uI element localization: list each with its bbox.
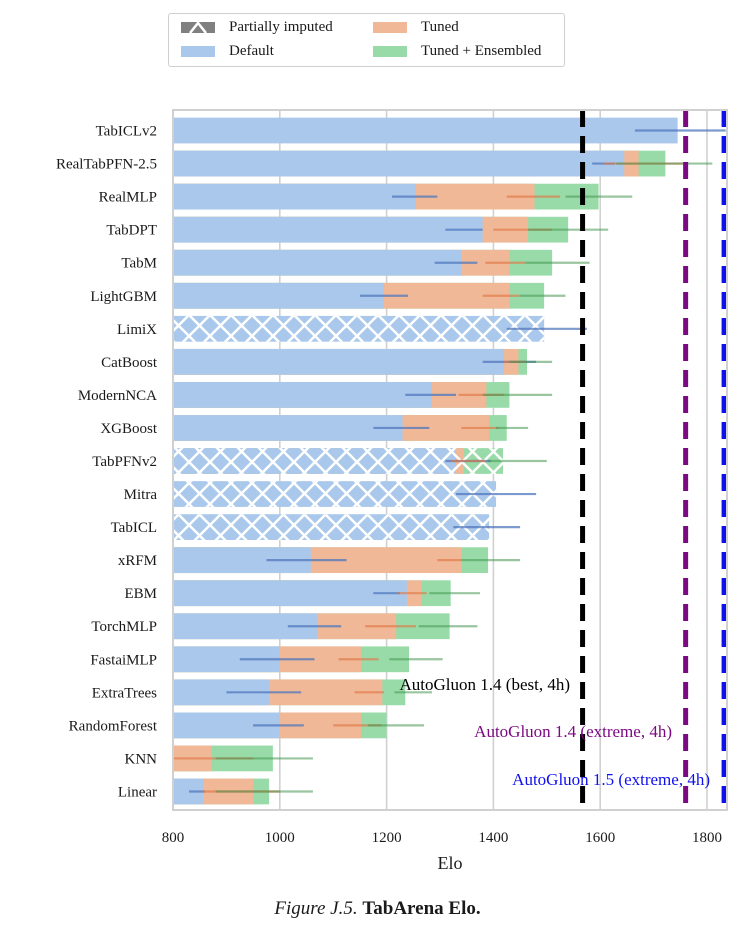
category-label: CatBoost	[101, 355, 158, 371]
category-label: TabDPT	[106, 223, 157, 239]
legend: Partially imputed Default Tuned Tuned + …	[168, 13, 565, 67]
hatch-swatch-icon	[181, 22, 215, 33]
reference-line-label: AutoGluon 1.4 (best, 4h)	[400, 675, 570, 694]
legend-item-imputed: Partially imputed	[181, 19, 333, 36]
x-tick-label: 1600	[585, 830, 615, 846]
category-label: RealMLP	[99, 190, 157, 206]
legend-item-default: Default	[181, 43, 274, 60]
bar-hatch-default	[174, 448, 457, 474]
reference-line-label: AutoGluon 1.4 (extreme, 4h)	[474, 722, 672, 741]
category-label: RandomForest	[69, 718, 158, 734]
category-label: LightGBM	[90, 289, 157, 305]
figure-caption: Figure J.5. TabArena Elo.	[0, 898, 755, 920]
category-label: RealTabPFN-2.5	[56, 157, 157, 173]
bars	[174, 117, 678, 805]
category-label: XGBoost	[100, 421, 158, 437]
category-label: TabM	[121, 256, 157, 272]
category-label: TabICLv2	[96, 124, 157, 140]
legend-item-tuned: Tuned	[373, 19, 459, 36]
legend-label: Tuned	[421, 19, 459, 35]
bar-default	[174, 249, 462, 276]
bar-default	[174, 382, 432, 408]
bar-default	[174, 580, 407, 607]
legend-item-ensembled: Tuned + Ensembled	[373, 43, 541, 60]
category-label: ModernNCA	[78, 388, 157, 404]
category-label: Mitra	[124, 487, 158, 503]
x-tick-label: 1800	[692, 830, 722, 846]
bar-hatch-default	[174, 514, 490, 540]
figure-title: TabArena Elo.	[362, 898, 481, 919]
category-label: xRFM	[118, 553, 157, 569]
category-label: LimiX	[117, 322, 157, 338]
category-label: FastaiMLP	[90, 652, 157, 668]
bar-default	[174, 150, 625, 177]
swatch-icon	[181, 46, 215, 57]
x-axis-label: Elo	[438, 853, 463, 873]
axes: TabICLv2 RealTabPFN-2.5 RealMLP TabDPT TabM L…	[56, 109, 728, 873]
x-tick-label: 1400	[478, 830, 508, 846]
bar-default	[174, 216, 483, 243]
bar-default	[174, 117, 678, 144]
reference-line-label: AutoGluon 1.5 (extreme, 4h)	[512, 770, 710, 789]
legend-label: Default	[229, 43, 274, 59]
legend-label: Tuned + Ensembled	[421, 43, 542, 59]
bar-default	[174, 348, 505, 375]
x-tick-label: 1000	[265, 830, 295, 846]
x-tick-label: 800	[162, 830, 185, 846]
bar-default	[174, 282, 384, 309]
category-label: TorchMLP	[91, 619, 157, 635]
reference-lines: AutoGluon 1.4 (best, 4h) AutoGluon 1.4 (e…	[400, 110, 727, 810]
bar-default	[174, 183, 416, 210]
swatch-icon	[373, 22, 407, 33]
bar-default	[174, 415, 403, 441]
category-label: Linear	[118, 784, 157, 800]
error-bars	[174, 129, 726, 793]
category-label: EBM	[124, 586, 157, 602]
swatch-icon	[373, 46, 407, 57]
bar-hatch-default	[174, 315, 545, 342]
category-label: KNN	[125, 751, 158, 767]
x-tick-label: 1200	[372, 830, 402, 846]
category-label: TabICL	[111, 520, 157, 536]
plot-frame	[172, 109, 728, 811]
bar-hatch-default	[174, 481, 497, 507]
category-label: ExtraTrees	[92, 685, 157, 701]
legend-label: Partially imputed	[229, 19, 333, 35]
figure-label: Figure J.5.	[274, 898, 358, 919]
category-label: TabPFNv2	[92, 454, 157, 470]
